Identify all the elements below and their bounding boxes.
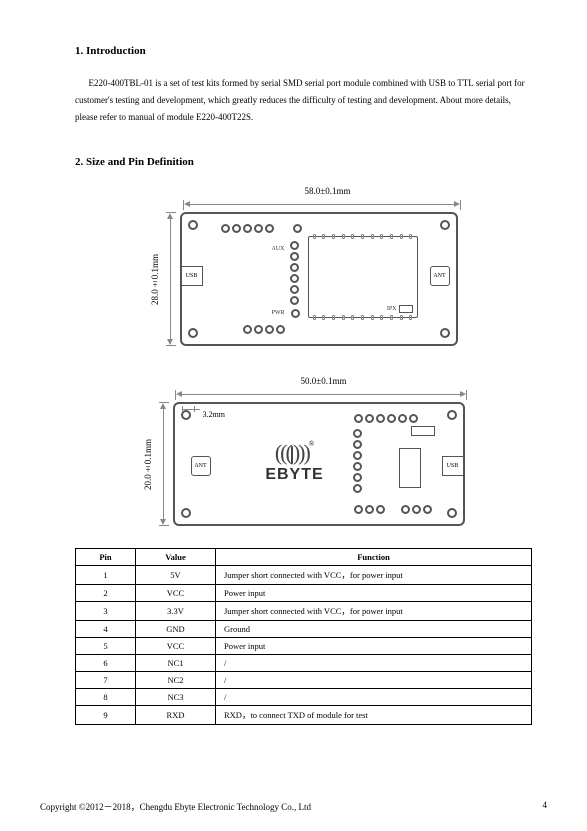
ipx-label: IPX [387, 306, 397, 312]
table-row: 33.3VJumper short connected with VCC，for… [76, 602, 532, 621]
ebyte-logo: ((()))® EBYTE [245, 440, 345, 484]
footer: Copyright ©2012－2018，Chengdu Ebyte Elect… [40, 800, 547, 813]
usb-port: USB [181, 266, 203, 286]
aux-label: AUX [272, 246, 285, 252]
table-row: 9RXDRXD，to connect TXD of module for tes… [76, 706, 532, 725]
section-1-heading: 1. Introduction [75, 45, 532, 57]
board-2: 3.2mm ANT ((()))® EBYTE [173, 402, 465, 526]
th-value: Value [136, 549, 216, 566]
board2-dim-side: 20.0±0.1mm [143, 439, 153, 490]
board2-dim-top: 50.0±0.1mm [178, 376, 470, 386]
table-row: 7NC2/ [76, 672, 532, 689]
table-row: 2VCCPower input [76, 585, 532, 602]
page-content: 1. Introduction E220-400TBL-01 is a set … [0, 0, 587, 725]
table-row: 4GNDGround [76, 621, 532, 638]
chip-module: IPX [308, 236, 418, 318]
th-function: Function [216, 549, 532, 566]
board-2-figure: 50.0±0.1mm 20.0±0.1mm 3.2mm [75, 376, 532, 526]
pin-table: Pin Value Function 15VJumper short conne… [75, 548, 532, 725]
section-2-heading: 2. Size and Pin Definition [75, 156, 532, 168]
d32-label: 3.2mm [203, 410, 225, 419]
intro-paragraph: E220-400TBL-01 is a set of test kits for… [75, 75, 532, 126]
board-1-figure: 58.0±0.1mm 28.0±0.1mm AUX [75, 186, 532, 346]
table-row: 6NC1/ [76, 655, 532, 672]
table-row: 5VCCPower input [76, 638, 532, 655]
board1-dim-top: 58.0±0.1mm [189, 186, 467, 196]
usb-port: USB [442, 456, 464, 476]
ant-port: ANT [430, 266, 450, 286]
pwr-label: PWR [272, 310, 285, 316]
ant-port: ANT [191, 456, 211, 476]
page-number: 4 [543, 800, 548, 813]
board-1: AUX USB PWR IPX ANT [180, 212, 458, 346]
board1-dim-side: 28.0±0.1mm [150, 254, 160, 305]
copyright: Copyright ©2012－2018，Chengdu Ebyte Elect… [40, 800, 311, 813]
th-pin: Pin [76, 549, 136, 566]
table-row: 15VJumper short connected with VCC，for p… [76, 566, 532, 585]
table-row: 8NC3/ [76, 689, 532, 706]
